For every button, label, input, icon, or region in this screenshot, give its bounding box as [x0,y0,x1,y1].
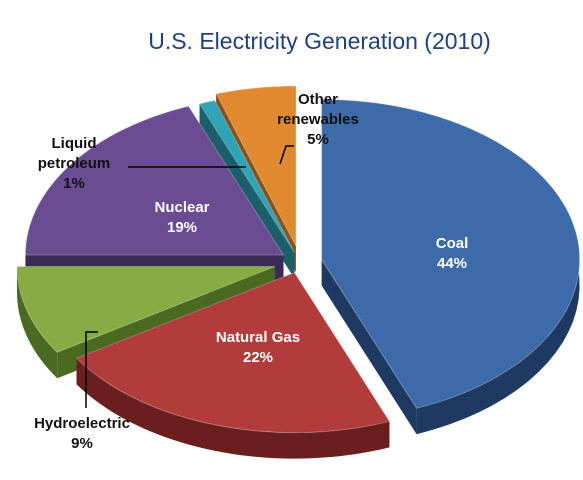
label-hydroelectric: Hydroelectric 9% [34,415,130,452]
leader-line-other-renewables [279,145,294,165]
slice-top-natural-gas [75,271,391,434]
label-natural-gas: Natural Gas 22% [216,329,300,366]
slice-top-other-renewables [215,85,297,247]
slice-wall-liquid-petroleum-0 [199,103,295,279]
slice-liquid-petroleum [198,99,296,279]
slice-top-coal [321,98,581,409]
leader-line-hydroelectric [85,331,98,408]
slice-wall-coal-1 [321,259,417,435]
chart-title: U.S. Electricity Generation (2010) [148,28,491,54]
slice-rim-hydroelectric [17,266,58,379]
slice-rim-natural-gas [76,358,390,459]
slice-top-nuclear [24,105,285,256]
slice-top-hydroelectric [16,265,276,353]
slice-coal [321,98,581,435]
label-other-renewables: Other renewables 5% [277,91,359,148]
label-liquid-petroleum: Liquid petroleum 1% [38,135,111,192]
label-coal: Coal 44% [436,235,469,272]
label-nuclear: Nuclear 19% [154,199,209,236]
slice-natural-gas [75,271,391,459]
slice-top-liquid-petroleum [198,99,296,253]
